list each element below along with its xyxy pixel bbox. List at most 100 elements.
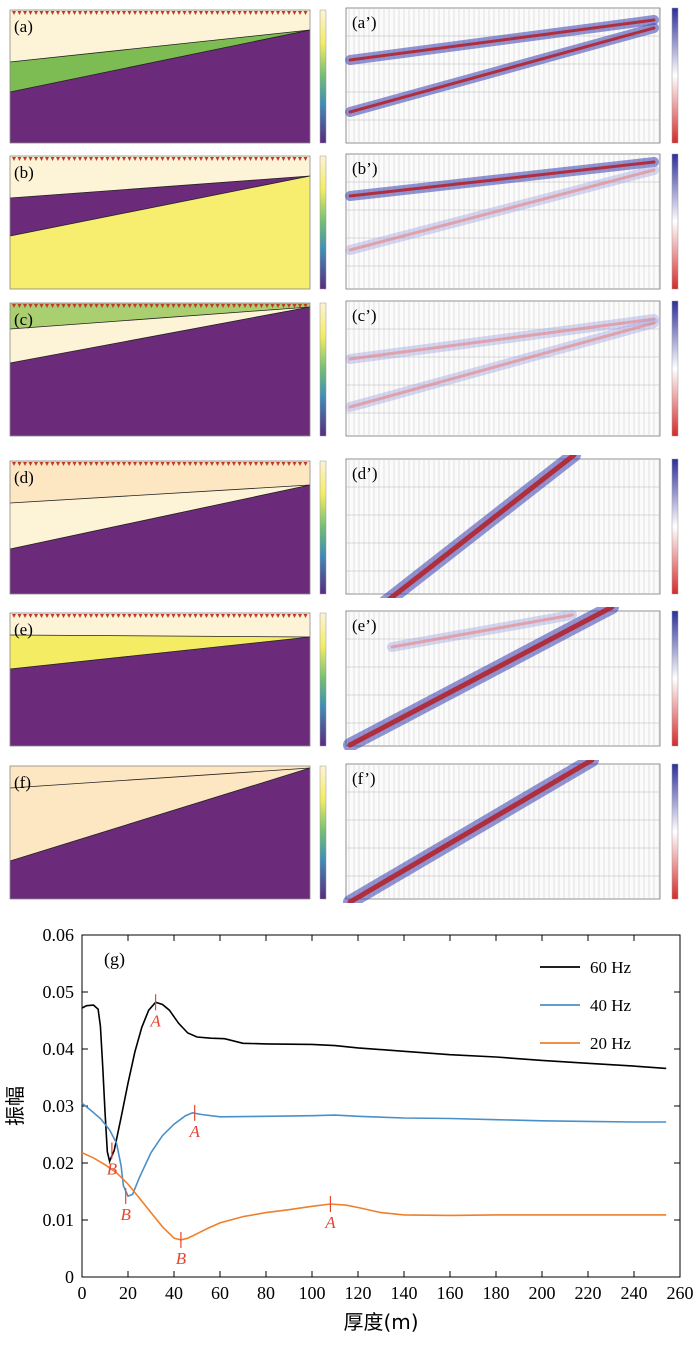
receiver-marker	[122, 614, 126, 618]
receiver-marker	[39, 462, 44, 466]
receiver-marker	[72, 11, 77, 15]
receiver-marker	[89, 11, 93, 15]
receiver-marker	[171, 157, 176, 161]
receiver-marker	[276, 157, 280, 161]
receiver-marker	[265, 157, 269, 161]
receiver-marker	[39, 11, 44, 15]
section-panel-a: (a’)	[342, 4, 692, 147]
receiver-marker	[292, 304, 297, 308]
reflection-event	[348, 26, 656, 114]
model-colorbar	[319, 765, 327, 900]
receiver-marker	[199, 304, 203, 308]
receiver-marker	[204, 304, 209, 308]
receiver-marker	[259, 462, 264, 466]
receiver-marker	[298, 614, 302, 618]
receiver-marker	[298, 462, 302, 466]
receiver-marker	[182, 304, 187, 308]
receiver-marker	[259, 157, 264, 161]
receiver-marker	[17, 304, 22, 308]
receiver-marker	[94, 157, 99, 161]
y-tick-label: 0	[65, 1267, 74, 1287]
receiver-marker	[177, 11, 181, 15]
receiver-marker	[237, 304, 242, 308]
receiver-marker	[221, 11, 225, 15]
receiver-marker	[160, 11, 165, 15]
receiver-marker	[105, 157, 110, 161]
section-colorbar	[671, 300, 679, 437]
receiver-marker	[39, 157, 44, 161]
receiver-marker	[226, 462, 231, 466]
receiver-marker	[281, 157, 286, 161]
receiver-marker	[188, 304, 192, 308]
receiver-marker	[166, 157, 170, 161]
model-colorbar	[319, 9, 327, 144]
receiver-marker	[254, 157, 258, 161]
receiver-marker	[232, 11, 236, 15]
receiver-marker	[265, 614, 269, 618]
receiver-marker	[276, 304, 280, 308]
section-colorbar	[671, 458, 679, 595]
model-layer-bottom	[10, 768, 310, 899]
receiver-marker	[83, 462, 88, 466]
receiver-marker	[28, 11, 33, 15]
receiver-marker	[67, 462, 71, 466]
x-tick-label: 20	[119, 1283, 137, 1303]
receiver-marker	[61, 462, 66, 466]
model-layer-wedge	[10, 635, 310, 669]
receiver-marker	[193, 614, 198, 618]
model-svg-d: (d)	[9, 460, 327, 595]
section-panel-label: (c’)	[352, 306, 377, 325]
receiver-marker	[193, 462, 198, 466]
section-frame	[345, 153, 661, 290]
receiver-marker	[248, 304, 253, 308]
receiver-marker	[221, 614, 225, 618]
receiver-marker	[50, 614, 55, 618]
receiver-marker	[72, 157, 77, 161]
receiver-marker	[50, 304, 55, 308]
x-tick-label: 80	[257, 1283, 275, 1303]
x-tick-label: 260	[667, 1283, 694, 1303]
model-svg-b: (b)	[9, 155, 327, 290]
receiver-marker	[100, 11, 104, 15]
section-colorbar	[671, 7, 679, 144]
receiver-marker	[138, 462, 143, 466]
receiver-marker	[149, 157, 154, 161]
receiver-marker	[78, 157, 82, 161]
section-colorbar	[671, 153, 679, 290]
receiver-marker	[303, 304, 308, 308]
receiver-marker	[160, 304, 165, 308]
x-tick-label: 180	[483, 1283, 510, 1303]
receiver-marker	[237, 157, 242, 161]
receiver-marker	[61, 614, 66, 618]
receiver-marker	[122, 11, 126, 15]
y-tick-label: 0.01	[43, 1210, 75, 1230]
receiver-marker	[298, 157, 302, 161]
chart-panel-label: (g)	[104, 949, 125, 970]
annotation-label: B	[107, 1159, 118, 1178]
legend-label: 40 Hz	[590, 996, 632, 1015]
reflection-event	[390, 613, 574, 649]
receiver-marker	[155, 11, 159, 15]
receiver-marker	[254, 304, 258, 308]
section-svg-c: (c’)	[345, 300, 679, 437]
receiver-marker	[12, 11, 16, 15]
x-tick-label: 0	[78, 1283, 87, 1303]
receiver-marker	[292, 11, 297, 15]
model-colorbar	[319, 155, 327, 290]
receiver-marker	[28, 462, 33, 466]
receiver-marker	[72, 304, 77, 308]
receiver-marker	[204, 614, 209, 618]
receiver-marker	[237, 462, 242, 466]
receiver-marker	[287, 462, 291, 466]
model-interface-top	[9, 484, 311, 504]
model-interface-bottom	[9, 767, 311, 862]
section-panel-d: (d’)	[342, 455, 692, 598]
receiver-marker	[94, 11, 99, 15]
amplitude-chart: 0 20 40 60 80 100 120 140 160 180 200 220 240 260 0 0.0…	[0, 915, 700, 1357]
receiver-marker	[243, 157, 247, 161]
model-panel-b: (b)	[2, 150, 338, 293]
annotation-label: A	[149, 1011, 161, 1030]
model-layer-bottom	[10, 637, 310, 746]
section-frame	[345, 300, 661, 437]
receiver-marker	[105, 11, 110, 15]
